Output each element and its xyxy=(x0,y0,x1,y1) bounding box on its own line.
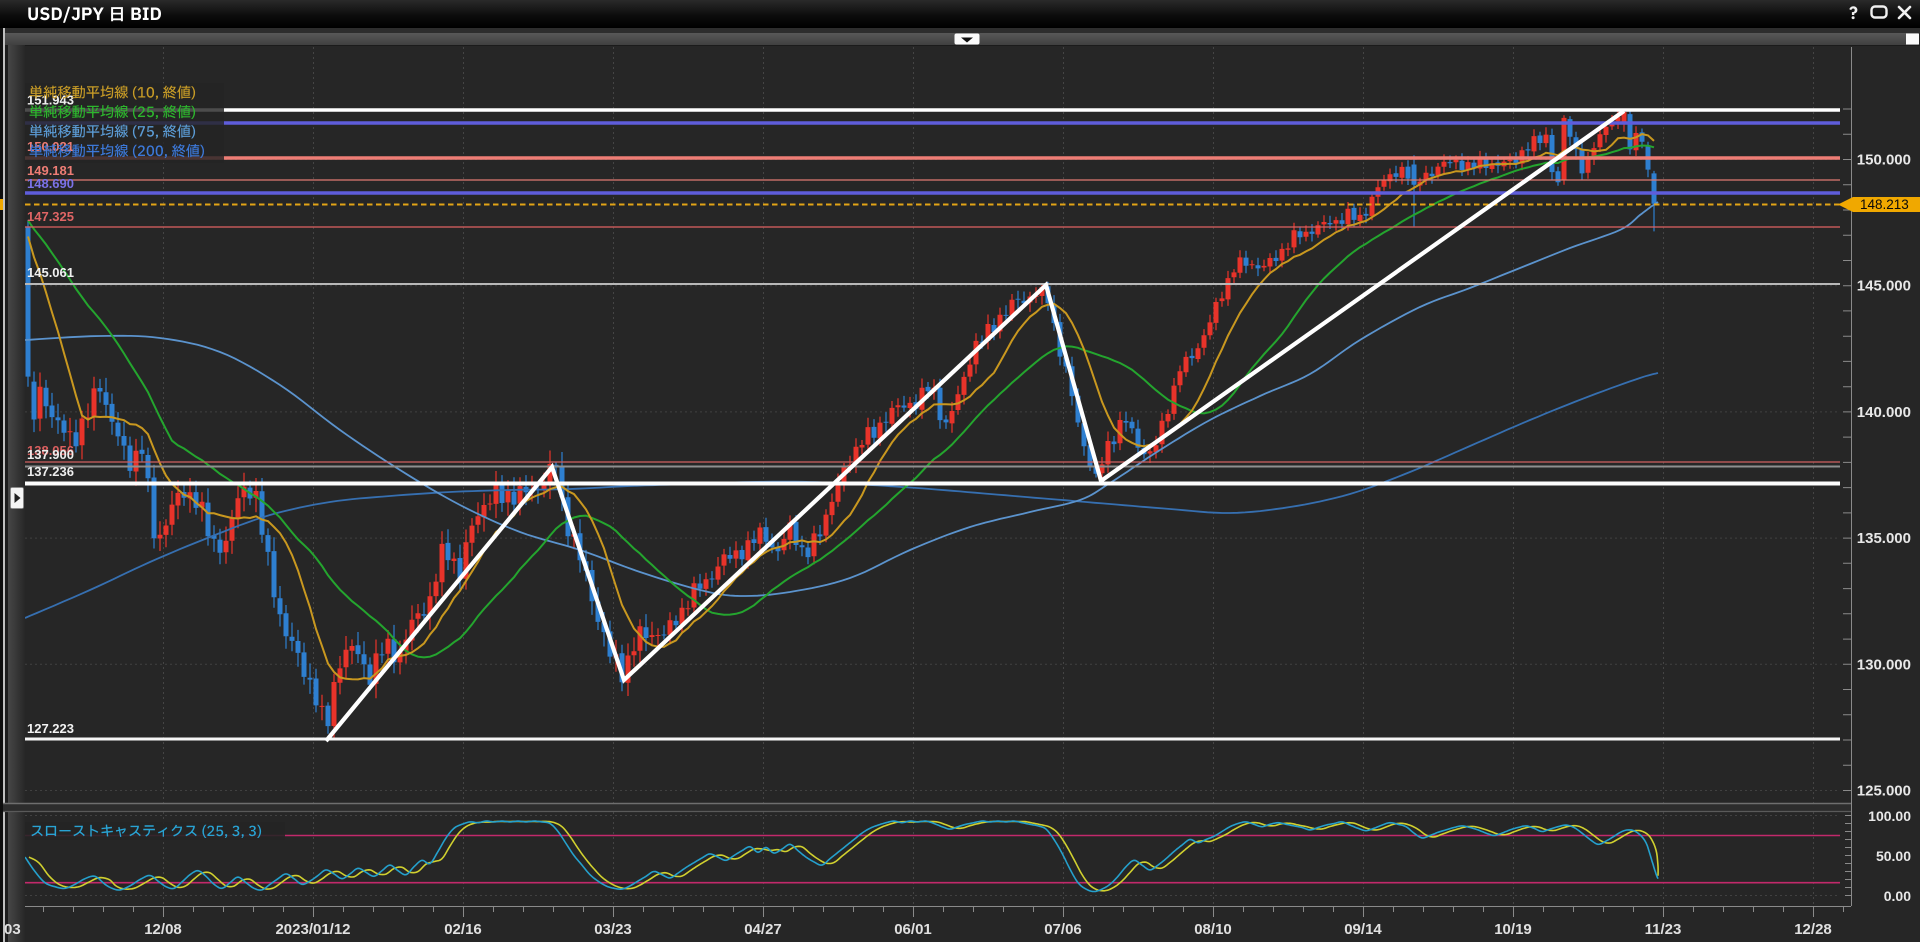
svg-text:12/28: 12/28 xyxy=(1794,921,1832,938)
svg-text:09/14: 09/14 xyxy=(1344,921,1382,938)
svg-text:10/19: 10/19 xyxy=(1494,921,1532,938)
svg-text:02/16: 02/16 xyxy=(444,921,482,938)
svg-text:148.690: 148.690 xyxy=(27,176,74,191)
svg-text:12/08: 12/08 xyxy=(144,921,182,938)
svg-text:135.000: 135.000 xyxy=(1857,530,1911,547)
svg-text:11/23: 11/23 xyxy=(1645,921,1682,938)
svg-text:03/23: 03/23 xyxy=(594,921,632,938)
svg-text:08/10: 08/10 xyxy=(1194,921,1232,938)
svg-text:127.223: 127.223 xyxy=(27,721,74,736)
svg-text:2023/01/12: 2023/01/12 xyxy=(275,921,350,938)
svg-text:148.213: 148.213 xyxy=(1860,197,1909,212)
svg-text:100.00: 100.00 xyxy=(1868,808,1911,824)
svg-text:150.000: 150.000 xyxy=(1857,152,1911,169)
svg-text:147.325: 147.325 xyxy=(27,209,74,224)
svg-text:0.00: 0.00 xyxy=(1884,888,1911,904)
svg-text:50.00: 50.00 xyxy=(1876,848,1911,864)
svg-text:04/27: 04/27 xyxy=(744,921,782,938)
svg-text:140.000: 140.000 xyxy=(1857,404,1911,421)
svg-text:149.181: 149.181 xyxy=(27,163,74,178)
svg-text:138.056: 138.056 xyxy=(27,443,74,458)
svg-text:07/06: 07/06 xyxy=(1044,921,1082,938)
svg-text:125.000: 125.000 xyxy=(1857,783,1911,800)
svg-text:137.900: 137.900 xyxy=(27,447,74,462)
svg-text:130.000: 130.000 xyxy=(1857,656,1911,673)
svg-text:137.236: 137.236 xyxy=(27,464,74,479)
svg-text:06/01: 06/01 xyxy=(894,921,932,938)
svg-text:03: 03 xyxy=(4,921,21,938)
svg-text:145.000: 145.000 xyxy=(1857,278,1911,295)
svg-text:145.061: 145.061 xyxy=(27,265,74,280)
svg-text:151.943: 151.943 xyxy=(27,93,74,108)
